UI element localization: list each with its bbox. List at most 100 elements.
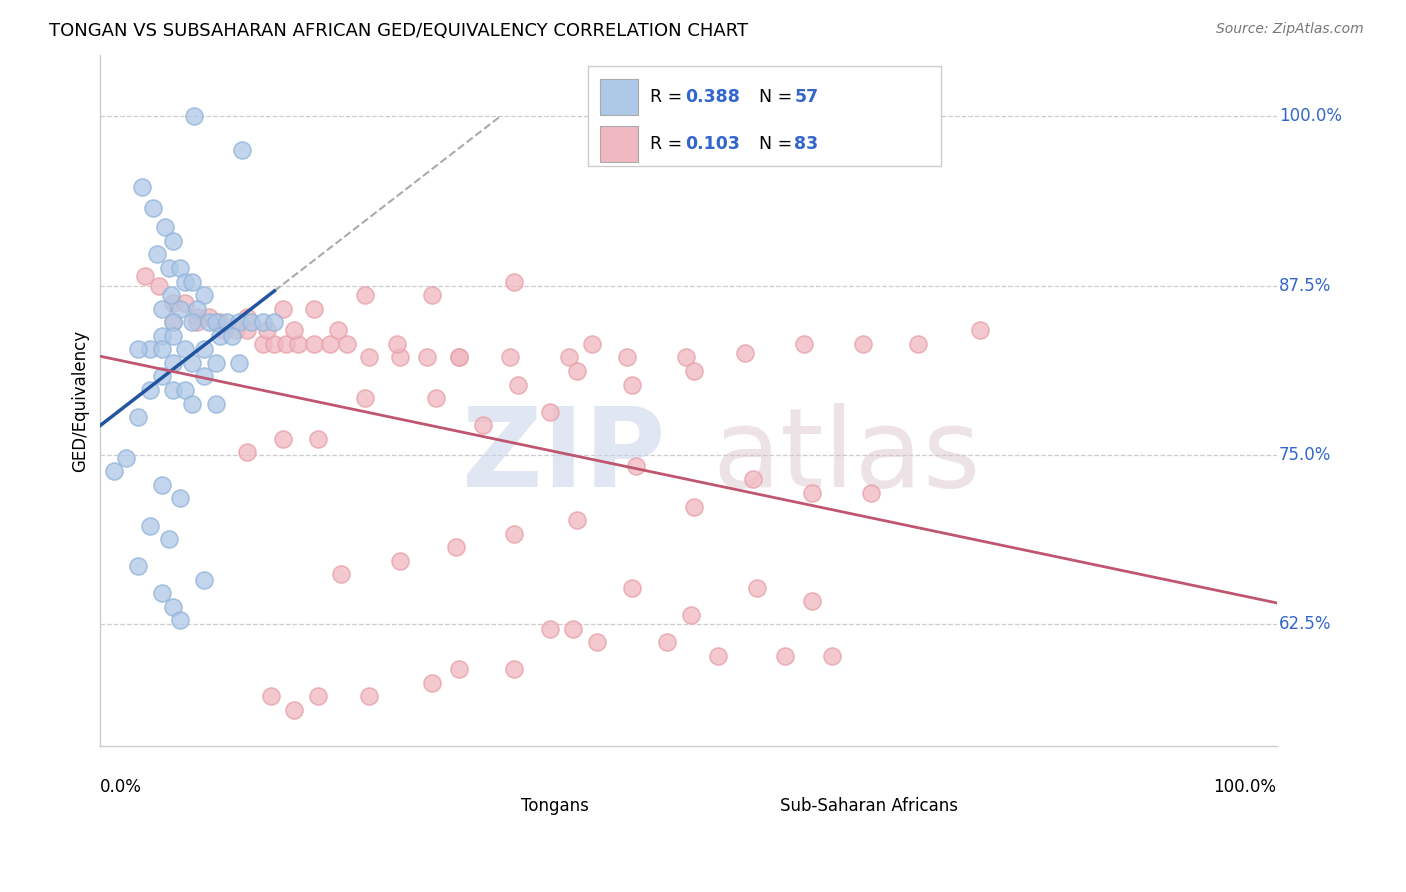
Point	[204, 315, 226, 329]
Point	[181, 275, 204, 289]
Point	[183, 109, 205, 123]
Point	[283, 323, 305, 337]
Point	[186, 310, 208, 324]
Text: R =: R =	[650, 88, 688, 106]
Point	[193, 343, 215, 357]
Text: Source: ZipAtlas.com: Source: ZipAtlas.com	[1216, 22, 1364, 37]
Point	[385, 337, 408, 351]
Point	[707, 648, 730, 663]
Point	[357, 351, 380, 365]
Point	[581, 337, 603, 351]
Text: N =: N =	[759, 136, 797, 153]
Point	[304, 301, 326, 316]
Point	[174, 296, 197, 310]
Point	[209, 315, 232, 329]
Point	[565, 364, 588, 378]
Point	[276, 337, 298, 351]
Point	[389, 554, 412, 568]
Point	[186, 315, 208, 329]
Point	[734, 346, 756, 360]
Point	[260, 690, 283, 704]
Point	[212, 323, 235, 337]
Point	[150, 301, 173, 316]
Point	[283, 703, 305, 717]
Point	[449, 351, 471, 365]
Point	[204, 356, 226, 370]
Point	[449, 351, 471, 365]
Point	[326, 323, 349, 337]
Point	[162, 599, 184, 614]
Point	[181, 356, 204, 370]
Point	[157, 532, 180, 546]
Point	[801, 486, 824, 500]
Point	[127, 343, 149, 357]
Point	[271, 301, 294, 316]
Point	[624, 458, 647, 473]
Text: 62.5%: 62.5%	[1279, 615, 1331, 633]
Point	[139, 383, 162, 397]
Point	[503, 526, 526, 541]
Point	[127, 559, 149, 574]
Point	[142, 202, 165, 216]
Point	[169, 301, 191, 316]
Point	[506, 377, 529, 392]
Point	[742, 472, 765, 486]
Point	[263, 315, 285, 329]
Point	[420, 675, 443, 690]
Point	[252, 315, 274, 329]
Point	[773, 648, 796, 663]
Text: 100.0%: 100.0%	[1279, 107, 1341, 125]
Point	[134, 269, 156, 284]
Point	[228, 315, 250, 329]
Point	[859, 486, 882, 500]
Point	[225, 323, 247, 337]
Point	[169, 260, 191, 275]
Point	[193, 573, 215, 587]
Point	[357, 690, 380, 704]
Point	[228, 356, 250, 370]
Text: N =: N =	[759, 88, 797, 106]
Point	[236, 445, 259, 459]
Point	[679, 607, 702, 622]
Point	[821, 648, 844, 663]
Point	[271, 432, 294, 446]
Y-axis label: GED/Equivalency: GED/Equivalency	[72, 330, 89, 472]
Point	[907, 337, 929, 351]
Point	[231, 143, 253, 157]
Point	[449, 662, 471, 676]
Point	[150, 478, 173, 492]
Point	[444, 540, 467, 554]
Text: Tongans: Tongans	[522, 797, 589, 815]
Point	[181, 396, 204, 410]
FancyBboxPatch shape	[589, 65, 942, 166]
Point	[562, 622, 585, 636]
Point	[252, 337, 274, 351]
Point	[148, 278, 170, 293]
Point	[139, 343, 162, 357]
Point	[621, 377, 644, 392]
Text: Sub-Saharan Africans: Sub-Saharan Africans	[780, 797, 959, 815]
Point	[162, 234, 184, 248]
Point	[160, 288, 183, 302]
Text: 83: 83	[794, 136, 818, 153]
FancyBboxPatch shape	[600, 79, 638, 115]
Point	[256, 323, 278, 337]
Text: 75.0%: 75.0%	[1279, 446, 1331, 464]
Text: ZIP: ZIP	[461, 402, 665, 509]
Point	[304, 337, 326, 351]
Point	[565, 513, 588, 527]
Point	[354, 391, 377, 405]
Text: 57: 57	[794, 88, 818, 106]
Point	[683, 500, 706, 514]
Point	[169, 491, 191, 506]
Point	[150, 328, 173, 343]
Point	[420, 288, 443, 302]
Point	[538, 622, 561, 636]
Point	[174, 275, 197, 289]
Point	[221, 328, 243, 343]
Point	[801, 594, 824, 608]
Point	[503, 275, 526, 289]
Text: TONGAN VS SUBSAHARAN AFRICAN GED/EQUIVALENCY CORRELATION CHART: TONGAN VS SUBSAHARAN AFRICAN GED/EQUIVAL…	[49, 22, 748, 40]
Point	[425, 391, 447, 405]
Point	[616, 351, 638, 365]
